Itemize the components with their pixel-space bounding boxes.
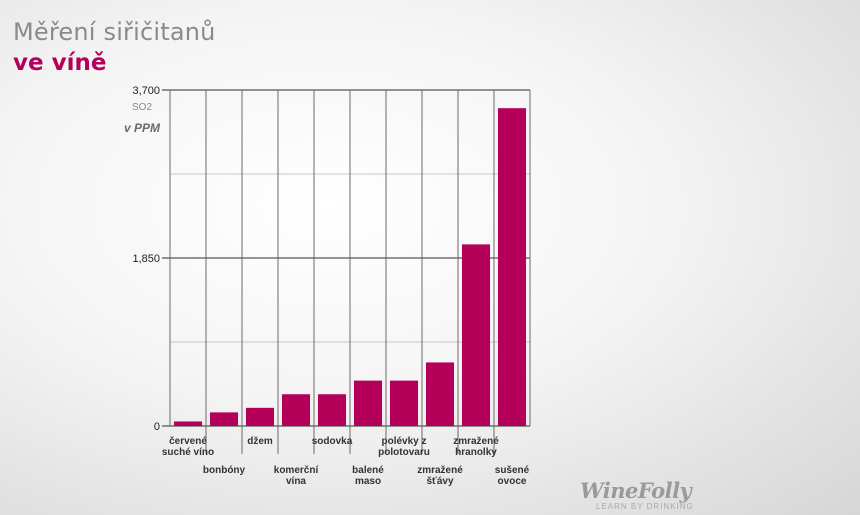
chart-title-line1: Měření siřičitanů bbox=[13, 18, 216, 46]
category-label-line: zmražené bbox=[453, 436, 499, 447]
category-label-line: sodovka bbox=[312, 436, 353, 447]
category-label-line: červené bbox=[169, 436, 207, 447]
bar-0 bbox=[173, 421, 203, 426]
y-unit-label-so2: SO2 bbox=[132, 102, 153, 113]
category-label-line: bonbóny bbox=[203, 465, 246, 476]
chart-title-line2: ve víně bbox=[13, 50, 107, 76]
category-label: bonbóny bbox=[203, 465, 246, 476]
winefolly-tagline: LEARN BY DRINKING bbox=[596, 502, 694, 511]
category-label-line: maso bbox=[355, 476, 381, 487]
winefolly-logo: WineFolly bbox=[580, 478, 692, 503]
category-label-line: polotovaru bbox=[378, 447, 430, 458]
y-tick-label: 0 bbox=[154, 421, 160, 433]
category-label-line: sušené bbox=[495, 465, 530, 476]
bar-2 bbox=[245, 407, 275, 426]
category-label-line: šťávy bbox=[426, 476, 453, 487]
bar-5 bbox=[353, 380, 383, 426]
category-label: zmražené šťávy bbox=[417, 465, 463, 487]
category-label-line: hranolky bbox=[455, 447, 497, 458]
category-label: zmražené hranolky bbox=[453, 436, 499, 458]
y-unit-label-ppm: v PPM bbox=[124, 121, 161, 135]
bar-1 bbox=[209, 412, 239, 426]
bar-4 bbox=[317, 394, 347, 426]
category-label-line: ovoce bbox=[498, 476, 527, 487]
category-label: sodovka bbox=[312, 436, 353, 447]
category-label-line: balené bbox=[352, 465, 384, 476]
category-label-line: suché víno bbox=[162, 447, 214, 458]
y-tick-label: 3,700 bbox=[132, 85, 160, 97]
bar-3 bbox=[281, 394, 311, 426]
category-label: polévky z polotovaru bbox=[378, 436, 430, 458]
bar-8 bbox=[461, 244, 491, 426]
category-label: džem bbox=[247, 436, 273, 447]
category-label-line: zmražené bbox=[417, 465, 463, 476]
category-label: balené maso bbox=[352, 465, 384, 487]
category-label-line: vína bbox=[286, 476, 306, 487]
category-label: sušené ovoce bbox=[495, 465, 530, 487]
category-label: červené suché víno bbox=[162, 436, 214, 458]
bar-6 bbox=[389, 380, 419, 426]
bar-7 bbox=[425, 362, 455, 426]
category-label-line: komerční bbox=[274, 465, 320, 476]
y-tick-label: 1,850 bbox=[132, 253, 160, 265]
category-label-line: džem bbox=[247, 436, 273, 447]
bar-9 bbox=[497, 108, 527, 426]
category-label: komerční vína bbox=[274, 465, 320, 487]
category-label-line: polévky z bbox=[381, 436, 426, 447]
